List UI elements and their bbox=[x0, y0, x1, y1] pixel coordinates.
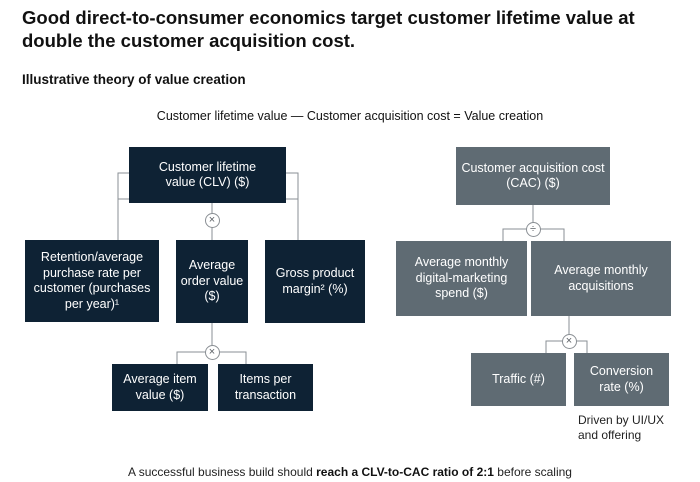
footer-prefix: A successful business build should bbox=[128, 465, 317, 479]
retention-rate-box: Retention/average purchase rate per cust… bbox=[25, 240, 159, 322]
monthly-acquisitions-box: Average monthly acquisitions bbox=[531, 241, 671, 316]
footer-ratio-highlight: reach a CLV-to-CAC ratio of 2:1 bbox=[316, 465, 494, 479]
digital-marketing-spend-box: Average monthly digital-marketing spend … bbox=[396, 241, 527, 316]
multiply-operator-icon: × bbox=[561, 333, 577, 349]
clv-root-box: Customer lifetime value (CLV) ($) bbox=[129, 147, 286, 203]
multiply-operator-icon: × bbox=[204, 344, 220, 360]
diagram-subtitle: Illustrative theory of value creation bbox=[22, 72, 246, 87]
page-title: Good direct-to-consumer economics target… bbox=[22, 7, 635, 51]
items-per-transaction-box: Items per transaction bbox=[218, 364, 313, 411]
divide-operator-icon: ÷ bbox=[525, 221, 541, 237]
multiply-operator-icon: × bbox=[204, 212, 220, 228]
average-order-value-box: Average order value ($) bbox=[176, 240, 248, 323]
average-item-value-box: Average item value ($) bbox=[112, 364, 208, 411]
footer-statement: A successful business build should reach… bbox=[0, 465, 700, 479]
value-equation: Customer lifetime value — Customer acqui… bbox=[156, 109, 544, 123]
ui-ux-driver-note: Driven by UI/UX and offering bbox=[578, 413, 665, 442]
traffic-box: Traffic (#) bbox=[471, 353, 566, 406]
gross-product-margin-box: Gross product margin² (%) bbox=[265, 240, 365, 323]
footer-suffix: before scaling bbox=[493, 465, 572, 479]
cac-root-box: Customer acquisition cost (CAC) ($) bbox=[456, 147, 610, 205]
conversion-rate-box: Conversion rate (%) bbox=[574, 353, 669, 406]
